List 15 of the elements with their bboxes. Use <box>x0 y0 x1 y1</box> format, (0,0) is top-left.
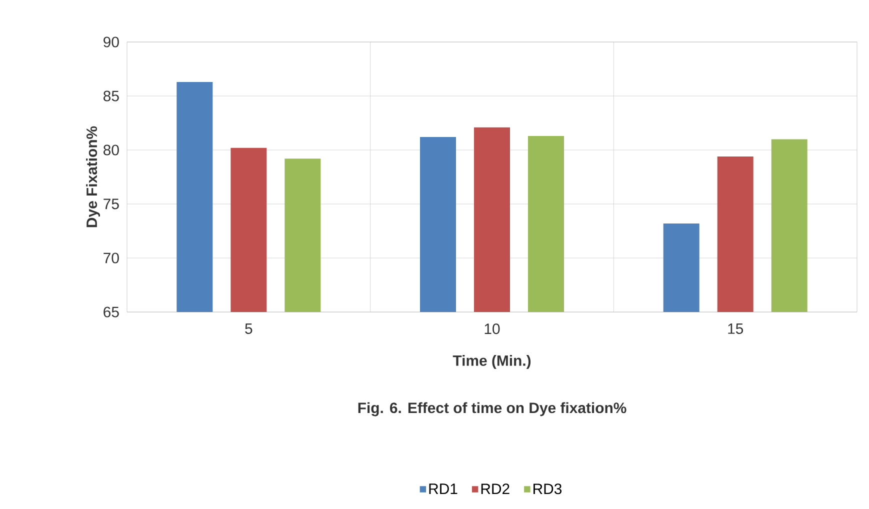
y-tick-label: 90 <box>104 36 119 48</box>
x-tick-label: 15 <box>728 324 744 334</box>
y-tick-label: 85 <box>104 90 119 102</box>
y-axis-title: Dye Fixation% <box>86 126 100 228</box>
legend-label: RD1 <box>429 484 458 494</box>
y-tick-label: 75 <box>104 198 119 210</box>
x-axis-title: Time (Min.) <box>452 354 531 369</box>
x-tick-label: 10 <box>484 324 500 334</box>
caption: Fig. 6. Effect of time on Dye fixation% <box>358 402 626 416</box>
y-tick-label: 65 <box>104 306 119 318</box>
legend-label: RD3 <box>534 484 562 494</box>
y-tick-label: 80 <box>104 144 119 156</box>
x-tick-label: 5 <box>245 324 252 334</box>
legend-label: RD2 <box>481 484 510 494</box>
y-tick-label: 70 <box>104 252 119 264</box>
